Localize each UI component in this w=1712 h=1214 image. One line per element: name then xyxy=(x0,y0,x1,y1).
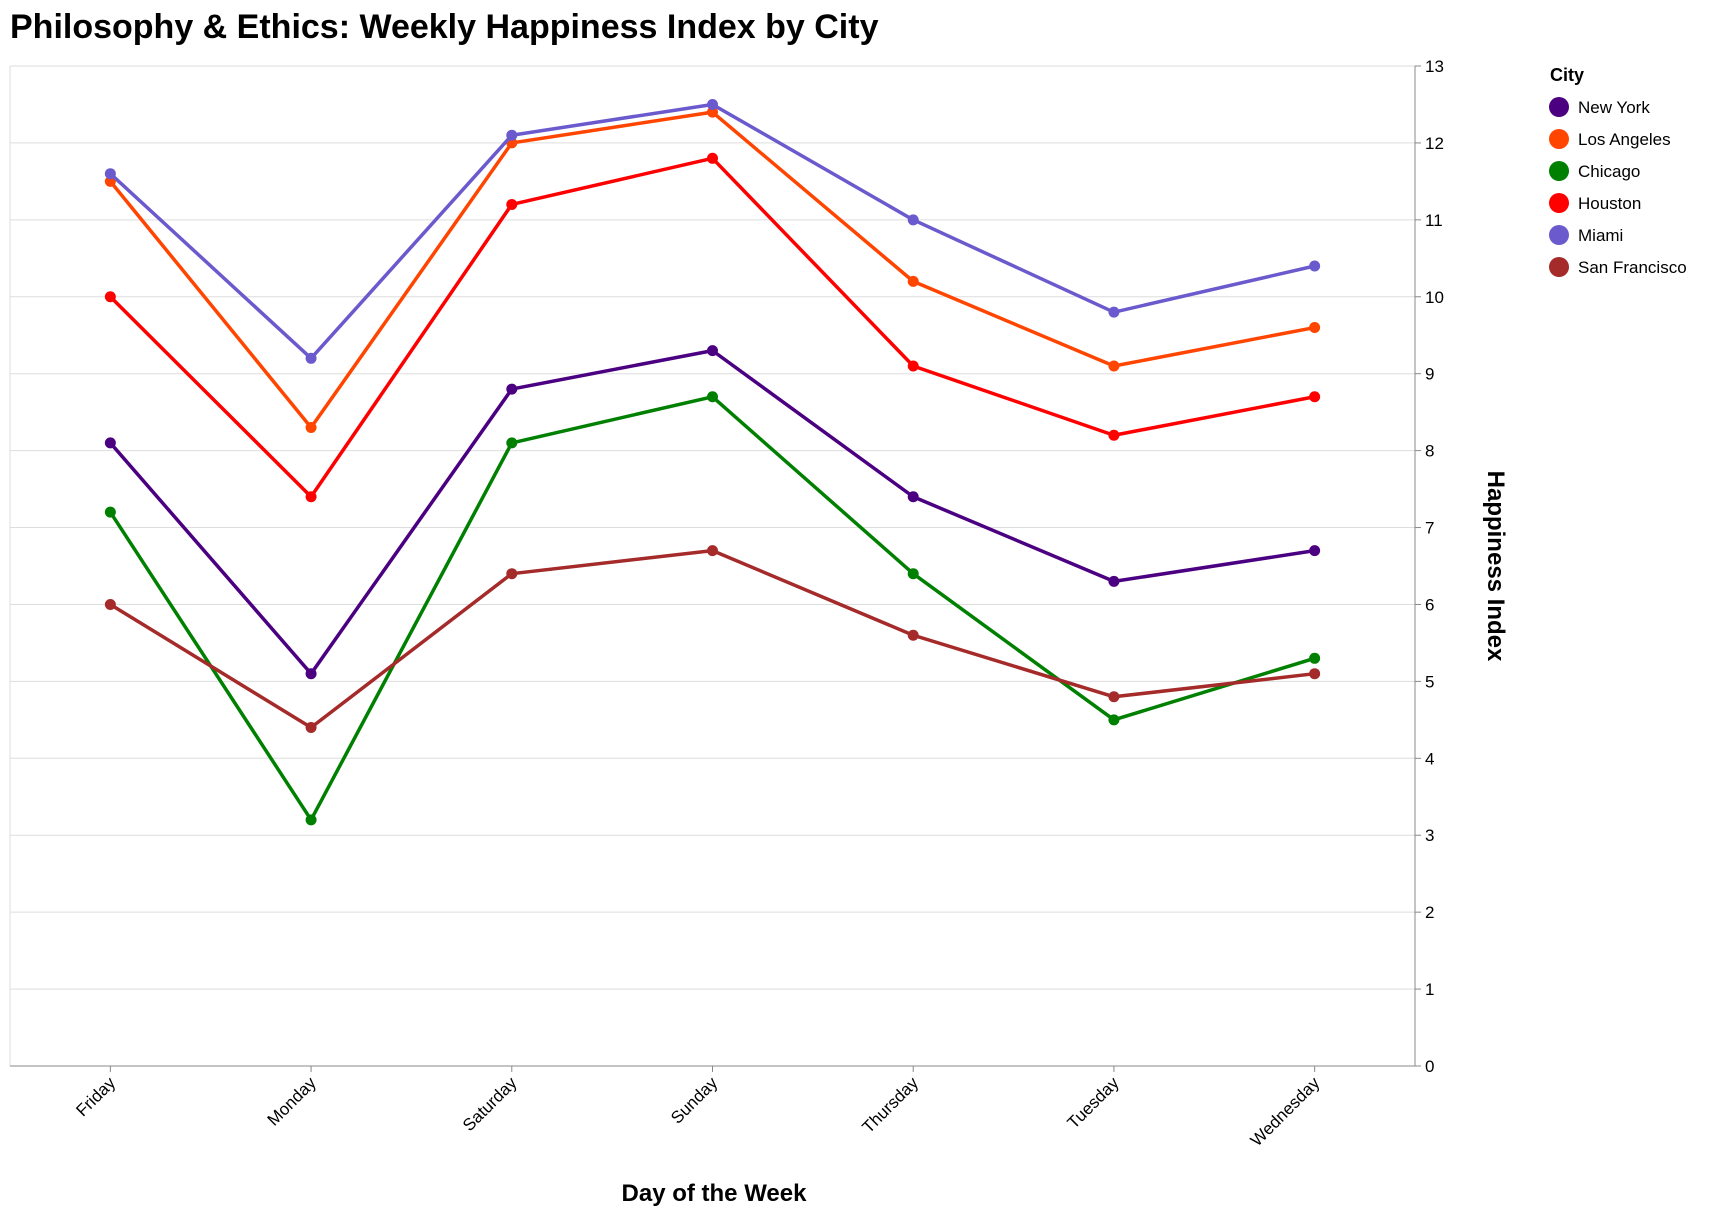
series-san-francisco xyxy=(104,545,1321,734)
data-point xyxy=(305,722,317,734)
data-point xyxy=(1108,360,1120,372)
legend-label: Houston xyxy=(1578,194,1641,213)
series-houston xyxy=(104,152,1321,503)
data-point xyxy=(104,506,116,518)
data-point xyxy=(707,106,718,118)
data-point xyxy=(707,98,718,110)
legend-label: Los Angeles xyxy=(1578,130,1671,149)
data-point xyxy=(907,275,919,287)
y-axis-title: Happiness Index xyxy=(1482,471,1509,662)
data-point xyxy=(104,175,116,187)
data-point xyxy=(506,437,518,449)
data-point xyxy=(707,391,718,403)
y-tick-label: 8 xyxy=(1425,442,1434,461)
data-point xyxy=(1108,306,1120,318)
series-miami xyxy=(104,98,1321,364)
data-point xyxy=(1309,322,1321,334)
legend-label: Miami xyxy=(1578,226,1623,245)
data-point xyxy=(1309,652,1321,664)
series-chicago xyxy=(104,391,1321,826)
y-tick-label: 0 xyxy=(1425,1057,1434,1076)
data-point xyxy=(506,129,518,141)
y-tick-label: 13 xyxy=(1425,57,1444,76)
legend-title: City xyxy=(1550,65,1584,85)
data-point xyxy=(907,629,919,641)
data-point xyxy=(305,814,317,826)
legend-swatch xyxy=(1549,225,1569,245)
legend-swatch xyxy=(1549,97,1569,117)
data-point xyxy=(1309,260,1321,272)
data-point xyxy=(707,345,718,357)
data-point xyxy=(907,491,919,503)
y-tick-label: 6 xyxy=(1425,595,1434,614)
legend-label: San Francisco xyxy=(1578,258,1687,277)
data-point xyxy=(305,491,317,503)
x-tick-label: Thursday xyxy=(858,1073,922,1137)
data-point xyxy=(1309,391,1321,403)
y-tick-label: 10 xyxy=(1425,288,1444,307)
chart-title: Philosophy & Ethics: Weekly Happiness In… xyxy=(10,8,879,46)
legend-label: New York xyxy=(1578,98,1650,117)
data-point xyxy=(104,168,116,180)
data-point xyxy=(707,152,718,164)
y-tick-label: 12 xyxy=(1425,134,1444,153)
data-point xyxy=(1309,545,1321,557)
x-tick-label: Sunday xyxy=(667,1073,722,1128)
x-axis-title: Day of the Week xyxy=(622,1180,808,1207)
series-line xyxy=(108,395,1316,822)
data-point xyxy=(907,214,919,226)
legend: City New York Los Angeles Chicago Houston Mi… xyxy=(1549,65,1687,277)
data-point xyxy=(1108,714,1120,726)
x-tick-label: Friday xyxy=(72,1073,119,1120)
data-point xyxy=(506,568,518,580)
y-tick-label: 9 xyxy=(1425,365,1434,384)
y-tick-label: 4 xyxy=(1425,749,1434,768)
y-tick-label: 1 xyxy=(1425,980,1434,999)
data-point xyxy=(907,360,919,372)
legend-swatch xyxy=(1549,129,1569,149)
series-new-york xyxy=(104,345,1321,680)
data-point xyxy=(506,198,518,210)
data-point xyxy=(506,383,518,395)
data-point xyxy=(104,291,116,303)
series-line xyxy=(109,156,1315,499)
x-tick-label: Monday xyxy=(264,1073,321,1130)
data-point xyxy=(104,437,116,449)
legend-swatch xyxy=(1549,193,1569,213)
y-tick-label: 2 xyxy=(1425,903,1434,922)
data-point xyxy=(1108,691,1120,703)
data-point xyxy=(1309,668,1321,680)
data-point xyxy=(305,422,317,434)
x-tick-label: Saturday xyxy=(459,1073,521,1135)
series-los-angeles xyxy=(104,106,1321,434)
y-tick-label: 11 xyxy=(1425,211,1443,230)
legend-label: Chicago xyxy=(1578,162,1640,181)
data-point xyxy=(907,568,919,580)
data-point xyxy=(305,352,317,364)
data-point xyxy=(305,668,317,680)
data-point xyxy=(104,598,116,610)
y-tick-label: 3 xyxy=(1425,826,1434,845)
x-tick-label: Tuesday xyxy=(1064,1073,1123,1132)
data-point xyxy=(707,545,718,557)
data-point xyxy=(1108,575,1120,587)
y-tick-label: 5 xyxy=(1425,672,1434,691)
data-point xyxy=(1108,429,1120,441)
series-group xyxy=(104,98,1321,826)
legend-swatch xyxy=(1549,161,1569,181)
x-tick-label: Wednesday xyxy=(1247,1073,1324,1150)
legend-swatch xyxy=(1549,257,1569,277)
y-tick-label: 7 xyxy=(1425,519,1434,538)
